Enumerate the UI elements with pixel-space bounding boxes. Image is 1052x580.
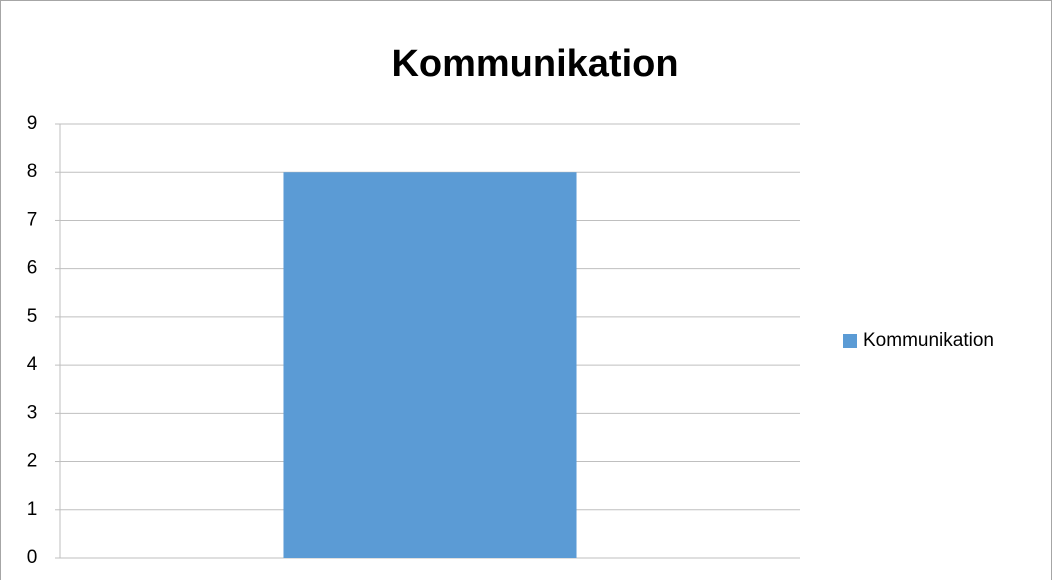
y-tick-label: 0 <box>27 547 38 568</box>
y-tick-label: 8 <box>27 161 38 182</box>
y-tick-label: 5 <box>27 306 38 327</box>
y-tick-label: 6 <box>27 258 38 279</box>
bar <box>283 172 577 558</box>
legend-label: Kommunikation <box>863 330 994 351</box>
y-tick-label: 3 <box>27 402 38 423</box>
y-tick-label: 4 <box>27 354 38 375</box>
y-tick-label: 9 <box>27 113 38 134</box>
legend-swatch <box>843 334 857 348</box>
y-tick-label: 2 <box>27 451 38 472</box>
y-tick-label: 7 <box>27 209 38 230</box>
chart-title: Kommunikation <box>391 43 678 85</box>
y-tick-label: 1 <box>27 499 38 520</box>
